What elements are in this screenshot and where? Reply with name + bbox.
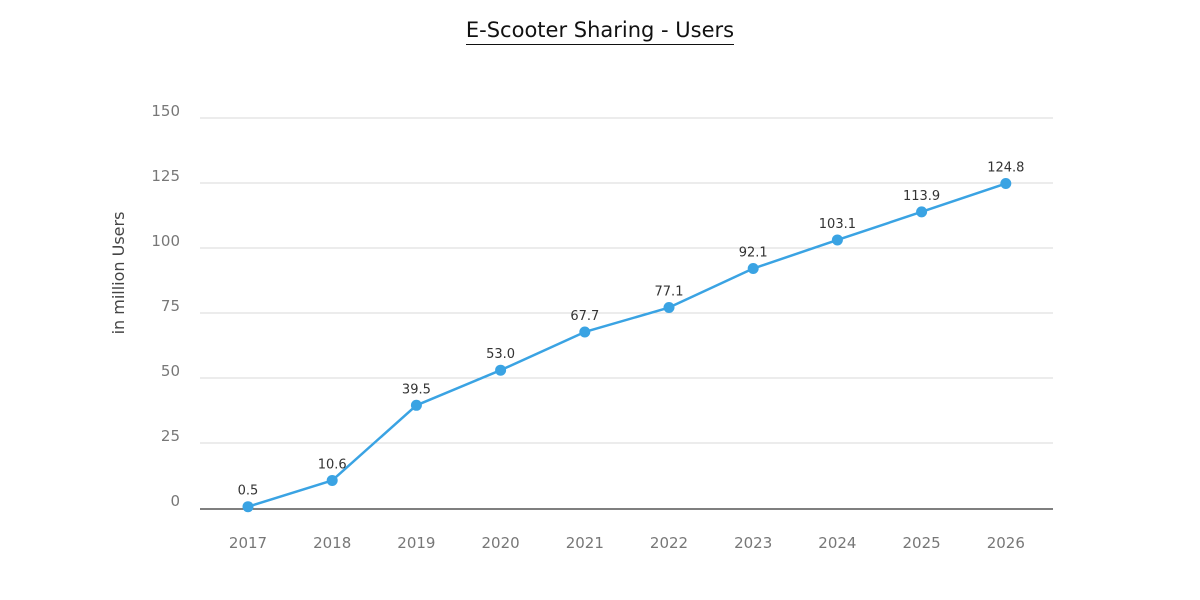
y-tick-label: 75 — [161, 297, 180, 315]
x-tick-label: 2024 — [818, 534, 856, 552]
axes: 0 25 50 75 100 125 150 2017 2018 2019 2020 2021 2022… — [151, 102, 1053, 552]
data-point[interactable] — [495, 364, 507, 376]
x-tick-label: 2020 — [482, 534, 520, 552]
series-line — [247, 182, 1007, 508]
data-label: 124.8 — [987, 161, 1024, 176]
data-label: 92.1 — [739, 246, 768, 261]
data-labels: 0.5 10.6 39.5 53.0 67.7 77.1 92.1 103.1 113.9 124… — [238, 161, 1025, 499]
series-line-layer — [247, 182, 1007, 508]
data-label: 103.1 — [819, 217, 856, 232]
data-point[interactable] — [579, 326, 591, 338]
data-label: 0.5 — [238, 484, 259, 499]
x-tick-label: 2022 — [650, 534, 688, 552]
data-point[interactable] — [242, 501, 254, 513]
y-tick-label: 25 — [161, 427, 180, 445]
data-points — [242, 178, 1012, 513]
data-point[interactable] — [326, 474, 338, 486]
data-label: 67.7 — [570, 309, 599, 324]
data-label: 10.6 — [318, 457, 347, 472]
chart-title: E-Scooter Sharing - Users — [0, 18, 1200, 45]
y-tick-label: 125 — [151, 167, 180, 185]
data-label: 77.1 — [655, 285, 684, 300]
x-tick-label: 2017 — [229, 534, 267, 552]
gridlines — [200, 117, 1053, 444]
y-tick-label: 100 — [151, 232, 180, 250]
x-tick-label: 2019 — [397, 534, 435, 552]
x-tick-label: 2021 — [566, 534, 604, 552]
x-tick-label: 2018 — [313, 534, 351, 552]
y-tick-label: 50 — [161, 362, 180, 380]
x-tick-label: 2025 — [903, 534, 941, 552]
y-tick-label: 0 — [170, 492, 180, 510]
data-point[interactable] — [916, 206, 928, 218]
x-tick-label: 2026 — [987, 534, 1025, 552]
data-point[interactable] — [1000, 178, 1012, 190]
y-axis-title: in million Users — [109, 212, 128, 335]
data-label: 39.5 — [402, 382, 431, 397]
y-tick-label: 150 — [151, 102, 180, 120]
data-label: 113.9 — [903, 189, 940, 204]
data-point[interactable] — [410, 399, 422, 411]
data-label: 53.0 — [486, 347, 515, 362]
data-point[interactable] — [831, 234, 843, 246]
data-point[interactable] — [747, 263, 759, 275]
data-point[interactable] — [663, 302, 675, 314]
x-tick-label: 2023 — [734, 534, 772, 552]
